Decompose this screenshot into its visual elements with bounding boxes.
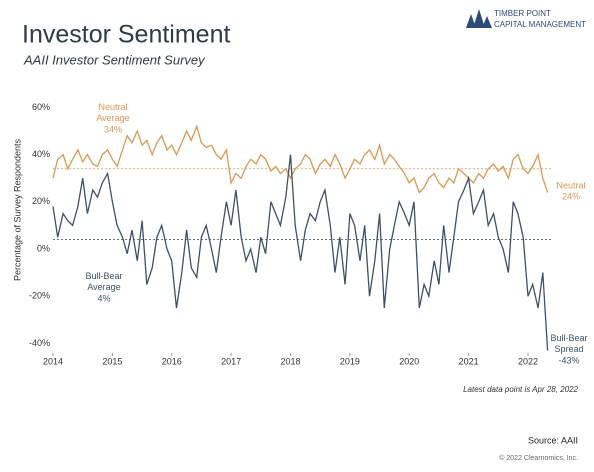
x-tick-label: 2018: [280, 356, 300, 366]
y-tick-label: 40%: [32, 149, 50, 159]
copyright: © 2022 Clearnomics, Inc.: [499, 454, 578, 462]
chart-subtitle: AAII Investor Sentiment Survey: [23, 52, 206, 67]
average-annotation: Bull-Bear Average: [85, 271, 122, 292]
x-tick-label: 2015: [102, 356, 122, 366]
end-value-label: -43%: [558, 355, 579, 365]
y-tick-label: -20%: [29, 291, 50, 301]
series-name: Neutral: [556, 180, 585, 190]
note: Latest data point is Apr 28, 2022: [463, 385, 578, 394]
x-tick-label: 2021: [459, 356, 479, 366]
average-value-label: 4%: [97, 293, 110, 303]
chart-title: Investor Sentiment: [22, 21, 230, 49]
y-tick-label: -40%: [29, 338, 50, 348]
average-annotation: Neutral Average: [96, 102, 129, 123]
x-tick-label: 2019: [340, 356, 360, 366]
x-tick-label: 2014: [43, 356, 63, 366]
logo-text: Capital Management: [494, 20, 586, 29]
x-tick-label: 2016: [162, 356, 182, 366]
series-line: [52, 124, 549, 194]
x-tick-label: 2017: [221, 356, 241, 366]
x-tick-label: 2020: [399, 356, 419, 366]
y-tick-label: 60%: [32, 102, 50, 112]
logo-text: Timber Point: [494, 9, 551, 18]
source: Source: AAII: [528, 435, 578, 445]
logo-icon: [466, 9, 492, 28]
end-value-label: 24%: [562, 191, 580, 201]
series-name: Bull-Bear Spread: [550, 333, 587, 354]
x-tick-label: 2022: [518, 356, 538, 366]
y-tick-label: 0%: [37, 243, 50, 253]
series-line: [52, 154, 549, 351]
y-tick-label: 20%: [32, 196, 50, 206]
y-axis-label: Percentage of Survey Respondents: [12, 138, 22, 281]
average-value-label: 34%: [104, 124, 122, 134]
